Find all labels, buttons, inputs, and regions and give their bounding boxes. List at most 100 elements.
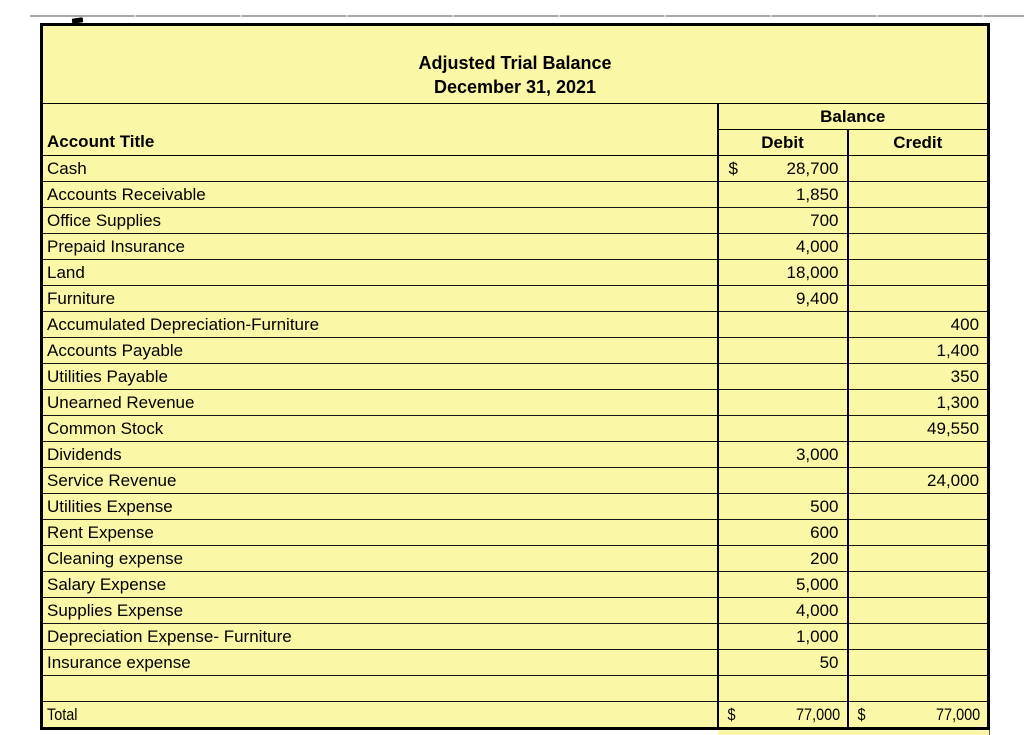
title-cell[interactable]: Adjusted Trial Balance December 31, 2021	[41, 24, 989, 104]
debit-cell[interactable]: 4,000	[716, 233, 848, 260]
trial-balance-table-wrap: Adjusted Trial Balance December 31, 2021…	[40, 23, 991, 735]
account-cell[interactable]: Land	[41, 259, 718, 286]
debit-cell[interactable]: 5,000	[716, 571, 848, 598]
total-label: Total	[47, 704, 78, 724]
table-row: Service Revenue 24,000	[41, 467, 989, 494]
debit-cell[interactable]	[716, 415, 848, 442]
total-debit-cell[interactable]: $77,000	[716, 701, 848, 729]
debit-header[interactable]: Debit	[716, 129, 848, 156]
debit-cell[interactable]	[716, 389, 848, 416]
debit-cell[interactable]	[716, 467, 848, 494]
table-row: Furniture 9,400	[41, 285, 989, 312]
table-row: Supplies Expense 4,000	[41, 597, 989, 624]
credit-cell[interactable]	[846, 259, 989, 286]
table-row: Common Stock 49,550	[41, 415, 989, 442]
debit-cell[interactable]	[716, 675, 848, 702]
credit-cell[interactable]	[846, 623, 989, 650]
credit-cell[interactable]	[846, 285, 989, 312]
account-cell[interactable]: Accounts Receivable	[41, 181, 718, 208]
account-cell[interactable]	[41, 675, 718, 702]
table-row: Utilities Expense 500	[41, 493, 989, 520]
account-cell[interactable]: Cash	[41, 155, 718, 182]
debit-cell[interactable]: 200	[716, 545, 848, 572]
total-double-underline	[718, 730, 991, 735]
table-row: Prepaid Insurance 4,000	[41, 233, 989, 260]
credit-cell[interactable]	[846, 545, 989, 572]
credit-cell[interactable]	[846, 571, 989, 598]
total-row: Total $77,000 $77,000	[42, 701, 989, 729]
table-row: Accumulated Depreciation-Furniture 400	[41, 311, 989, 338]
debit-cell[interactable]: 4,000	[716, 597, 848, 624]
debit-cell[interactable]: 9,400	[716, 285, 848, 312]
debit-cell[interactable]: 1,850	[716, 181, 848, 208]
credit-cell[interactable]	[846, 675, 989, 702]
account-cell[interactable]: Utilities Payable	[41, 363, 718, 390]
trial-balance-table: Adjusted Trial Balance December 31, 2021…	[40, 23, 991, 730]
credit-cell[interactable]	[846, 441, 989, 468]
debit-cell[interactable]: 1,000	[716, 623, 848, 650]
credit-cell[interactable]: 350	[846, 363, 989, 390]
account-cell[interactable]: Rent Expense	[41, 519, 718, 546]
account-cell[interactable]: Prepaid Insurance	[41, 233, 718, 260]
spreadsheet-gridline	[30, 15, 1024, 17]
table-row: Accounts Receivable 1,850	[41, 181, 989, 208]
debit-cell[interactable]: 600	[716, 519, 848, 546]
account-cell[interactable]: Accounts Payable	[41, 337, 718, 364]
debit-cell[interactable]	[716, 311, 848, 338]
account-cell[interactable]: Office Supplies	[41, 207, 718, 234]
debit-cell[interactable]	[716, 337, 848, 364]
debit-cell[interactable]: 3,000	[716, 441, 848, 468]
balance-header[interactable]: Balance	[716, 103, 989, 130]
table-row: Salary Expense 5,000	[41, 571, 989, 598]
account-cell[interactable]: Dividends	[41, 441, 718, 468]
balance-header-row: Account Title Balance	[41, 103, 989, 156]
debit-cell[interactable]: 500	[716, 493, 848, 520]
table-row: Cleaning expense 200	[41, 545, 989, 572]
account-cell[interactable]: Depreciation Expense- Furniture	[41, 623, 718, 650]
column-header-row: Debit Credit	[42, 129, 989, 156]
title-row: Adjusted Trial Balance December 31, 2021	[41, 24, 989, 104]
account-cell[interactable]: Accumulated Depreciation-Furniture	[41, 311, 718, 338]
debit-cell[interactable]: $28,700	[716, 155, 848, 182]
account-cell[interactable]: Cleaning expense	[41, 545, 718, 572]
title-block: Adjusted Trial Balance December 31, 2021	[43, 51, 987, 103]
debit-cell[interactable]: 18,000	[716, 259, 848, 286]
table-row: Depreciation Expense- Furniture 1,000	[41, 623, 989, 650]
account-cell[interactable]: Furniture	[41, 285, 718, 312]
account-cell[interactable]: Supplies Expense	[41, 597, 718, 624]
credit-cell[interactable]	[846, 649, 989, 676]
total-label-cell[interactable]: Total	[42, 702, 718, 729]
credit-cell[interactable]	[846, 233, 989, 260]
account-title-header[interactable]: Account Title	[41, 103, 718, 156]
credit-cell[interactable]: 24,000	[846, 467, 989, 494]
debit-cell[interactable]	[716, 363, 848, 390]
account-cell[interactable]: Salary Expense	[41, 571, 718, 598]
credit-cell[interactable]	[846, 155, 989, 182]
credit-cell[interactable]	[846, 493, 989, 520]
credit-cell[interactable]: 1,400	[846, 337, 989, 364]
table-row: Office Supplies 700	[41, 207, 989, 234]
credit-cell[interactable]	[846, 181, 989, 208]
credit-cell[interactable]	[846, 597, 989, 624]
credit-cell[interactable]: 400	[846, 311, 989, 338]
blank-row	[41, 675, 989, 702]
total-credit-cell[interactable]: $77,000	[846, 701, 989, 729]
credit-header[interactable]: Credit	[846, 129, 989, 156]
table-row: Accounts Payable 1,400	[41, 337, 989, 364]
table-row: Dividends 3,000	[41, 441, 989, 468]
account-cell[interactable]: Service Revenue	[41, 467, 718, 494]
report-date: December 31, 2021	[433, 77, 597, 97]
account-cell[interactable]: Utilities Expense	[41, 493, 718, 520]
table-row: Land 18,000	[41, 259, 989, 286]
account-cell[interactable]: Common Stock	[41, 415, 718, 442]
credit-cell[interactable]	[846, 207, 989, 234]
account-cell[interactable]: Insurance expense	[41, 649, 718, 676]
debit-cell[interactable]: 700	[716, 207, 848, 234]
report-title: Adjusted Trial Balance	[418, 53, 612, 73]
credit-cell[interactable]: 49,550	[846, 415, 989, 442]
debit-cell[interactable]: 50	[716, 649, 848, 676]
credit-cell[interactable]	[846, 519, 989, 546]
account-cell[interactable]: Unearned Revenue	[41, 389, 718, 416]
credit-cell[interactable]: 1,300	[846, 389, 989, 416]
